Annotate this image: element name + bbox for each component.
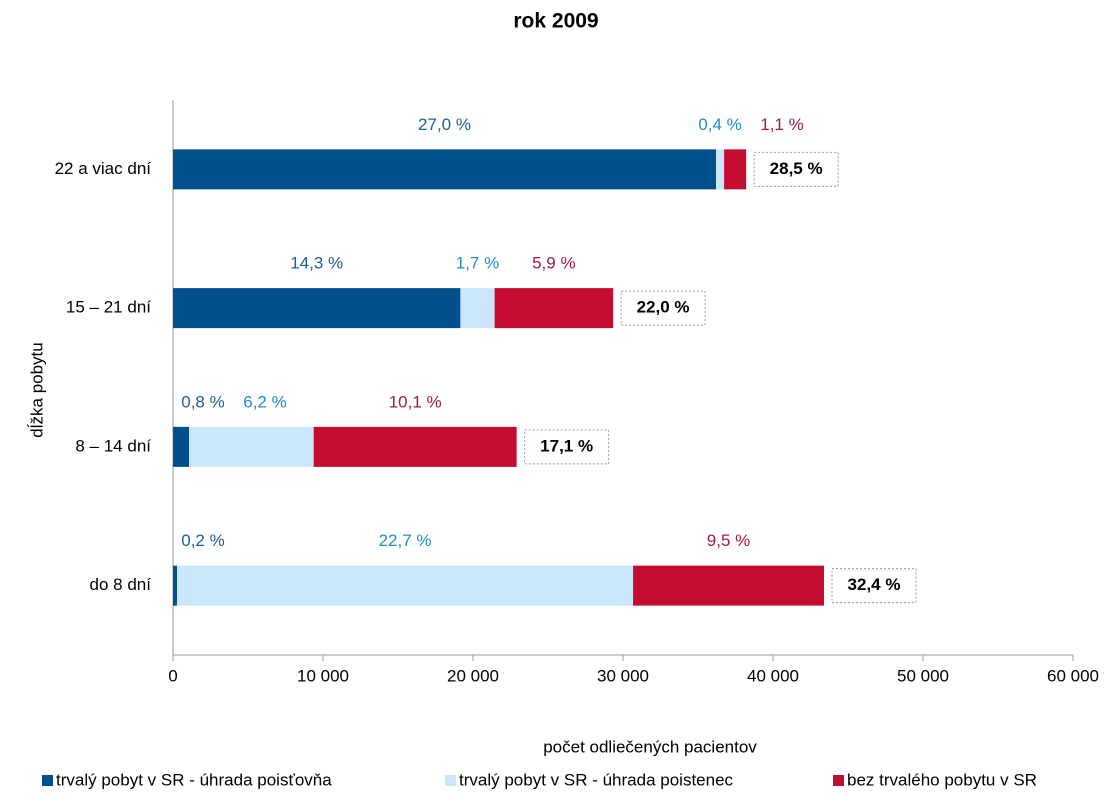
total-label: 22,0 % bbox=[637, 298, 690, 317]
legend-label: bez trvalého pobytu v SR bbox=[847, 770, 1037, 789]
legend-swatch bbox=[833, 775, 844, 786]
x-tick-label: 40 000 bbox=[747, 666, 799, 685]
x-tick-label: 50 000 bbox=[897, 666, 949, 685]
bar-segment bbox=[494, 288, 614, 329]
bar-segment bbox=[177, 565, 634, 606]
x-tick-label: 20 000 bbox=[447, 666, 499, 685]
share-label: 10,1 % bbox=[389, 392, 442, 411]
x-tick-label: 10 000 bbox=[297, 666, 349, 685]
y-tick-label: do 8 dní bbox=[90, 575, 152, 594]
y-tick-label: 22 a viac dní bbox=[55, 159, 152, 178]
share-label: 5,9 % bbox=[532, 254, 575, 273]
total-box bbox=[524, 429, 610, 465]
bar-segment bbox=[189, 426, 314, 467]
share-label: 22,7 % bbox=[379, 531, 432, 550]
share-label: 0,4 % bbox=[698, 115, 741, 134]
chart-title: rok 2009 bbox=[513, 10, 598, 33]
total-box bbox=[753, 151, 839, 187]
bar-segment bbox=[173, 288, 461, 329]
bar-segment bbox=[173, 565, 178, 606]
legend-label: trvalý pobyt v SR - úhrada poistenec bbox=[459, 770, 734, 789]
share-label: 27,0 % bbox=[418, 115, 471, 134]
total-box bbox=[831, 568, 917, 604]
bar-segment bbox=[173, 149, 716, 190]
y-tick-label: 8 – 14 dní bbox=[75, 436, 151, 455]
share-label: 0,8 % bbox=[181, 392, 224, 411]
share-label: 1,7 % bbox=[456, 254, 499, 273]
total-label: 32,4 % bbox=[848, 575, 901, 594]
x-tick-label: 30 000 bbox=[597, 666, 649, 685]
share-label: 14,3 % bbox=[290, 254, 343, 273]
share-label: 1,1 % bbox=[760, 115, 803, 134]
legend-swatch bbox=[42, 775, 53, 786]
x-tick-label: 60 000 bbox=[1047, 666, 1099, 685]
share-label: 9,5 % bbox=[707, 531, 750, 550]
bar-segment bbox=[716, 149, 725, 190]
x-axis-title: počet odliečených pacientov bbox=[543, 737, 757, 756]
bar-segment bbox=[173, 426, 190, 467]
x-tick-label: 0 bbox=[168, 666, 177, 685]
bar-segment bbox=[313, 426, 517, 467]
y-tick-label: 15 – 21 dní bbox=[66, 298, 151, 317]
bar-segment bbox=[724, 149, 747, 190]
y-axis-title: dĺžka pobytu bbox=[27, 342, 46, 437]
total-label: 28,5 % bbox=[770, 159, 823, 178]
legend-label: trvalý pobyt v SR - úhrada poisťovňa bbox=[56, 770, 332, 789]
legend-swatch bbox=[445, 775, 456, 786]
total-box bbox=[620, 290, 706, 326]
share-label: 0,2 % bbox=[181, 531, 224, 550]
bar-segment bbox=[460, 288, 495, 329]
share-label: 6,2 % bbox=[243, 392, 286, 411]
bar-segment bbox=[633, 565, 824, 606]
total-label: 17,1 % bbox=[540, 436, 593, 455]
